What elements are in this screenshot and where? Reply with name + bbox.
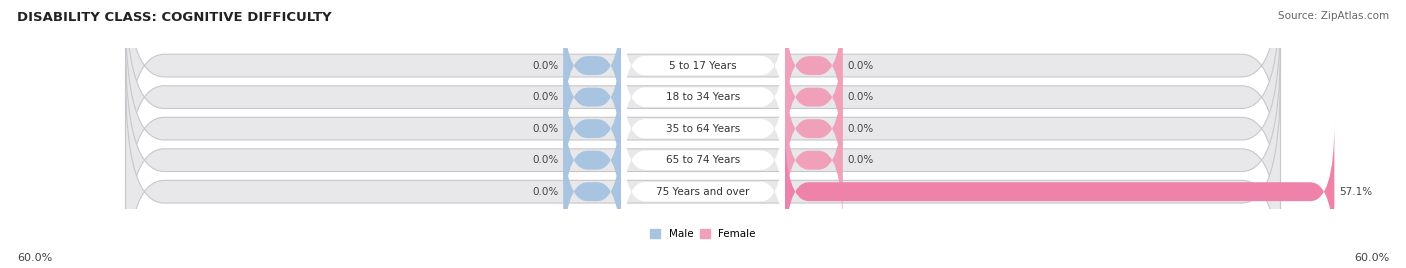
FancyBboxPatch shape (125, 14, 1281, 243)
Text: 0.0%: 0.0% (533, 61, 558, 70)
FancyBboxPatch shape (785, 91, 842, 229)
FancyBboxPatch shape (785, 59, 842, 198)
Text: 0.0%: 0.0% (848, 155, 873, 165)
FancyBboxPatch shape (785, 122, 1334, 261)
FancyBboxPatch shape (564, 122, 621, 261)
FancyBboxPatch shape (621, 0, 785, 135)
Text: 5 to 17 Years: 5 to 17 Years (669, 61, 737, 70)
FancyBboxPatch shape (621, 28, 785, 166)
Text: 35 to 64 Years: 35 to 64 Years (666, 124, 740, 134)
Text: 0.0%: 0.0% (533, 155, 558, 165)
Text: 57.1%: 57.1% (1339, 187, 1372, 197)
Legend: Male, Female: Male, Female (650, 229, 756, 239)
Text: DISABILITY CLASS: COGNITIVE DIFFICULTY: DISABILITY CLASS: COGNITIVE DIFFICULTY (17, 11, 332, 24)
FancyBboxPatch shape (564, 0, 621, 135)
FancyBboxPatch shape (621, 91, 785, 229)
FancyBboxPatch shape (564, 59, 621, 198)
FancyBboxPatch shape (621, 59, 785, 198)
Text: 0.0%: 0.0% (533, 124, 558, 134)
Text: 0.0%: 0.0% (533, 92, 558, 102)
FancyBboxPatch shape (125, 0, 1281, 180)
FancyBboxPatch shape (785, 28, 842, 166)
FancyBboxPatch shape (785, 0, 842, 135)
FancyBboxPatch shape (564, 28, 621, 166)
Text: 65 to 74 Years: 65 to 74 Years (666, 155, 740, 165)
FancyBboxPatch shape (621, 123, 785, 261)
FancyBboxPatch shape (564, 91, 621, 229)
FancyBboxPatch shape (125, 77, 1281, 268)
Text: Source: ZipAtlas.com: Source: ZipAtlas.com (1278, 11, 1389, 21)
Text: 60.0%: 60.0% (1354, 253, 1389, 263)
Text: 18 to 34 Years: 18 to 34 Years (666, 92, 740, 102)
Text: 75 Years and over: 75 Years and over (657, 187, 749, 197)
Text: 0.0%: 0.0% (848, 92, 873, 102)
FancyBboxPatch shape (125, 0, 1281, 212)
Text: 60.0%: 60.0% (17, 253, 52, 263)
Text: 0.0%: 0.0% (848, 124, 873, 134)
Text: 0.0%: 0.0% (848, 61, 873, 70)
FancyBboxPatch shape (125, 45, 1281, 268)
Text: 0.0%: 0.0% (533, 187, 558, 197)
